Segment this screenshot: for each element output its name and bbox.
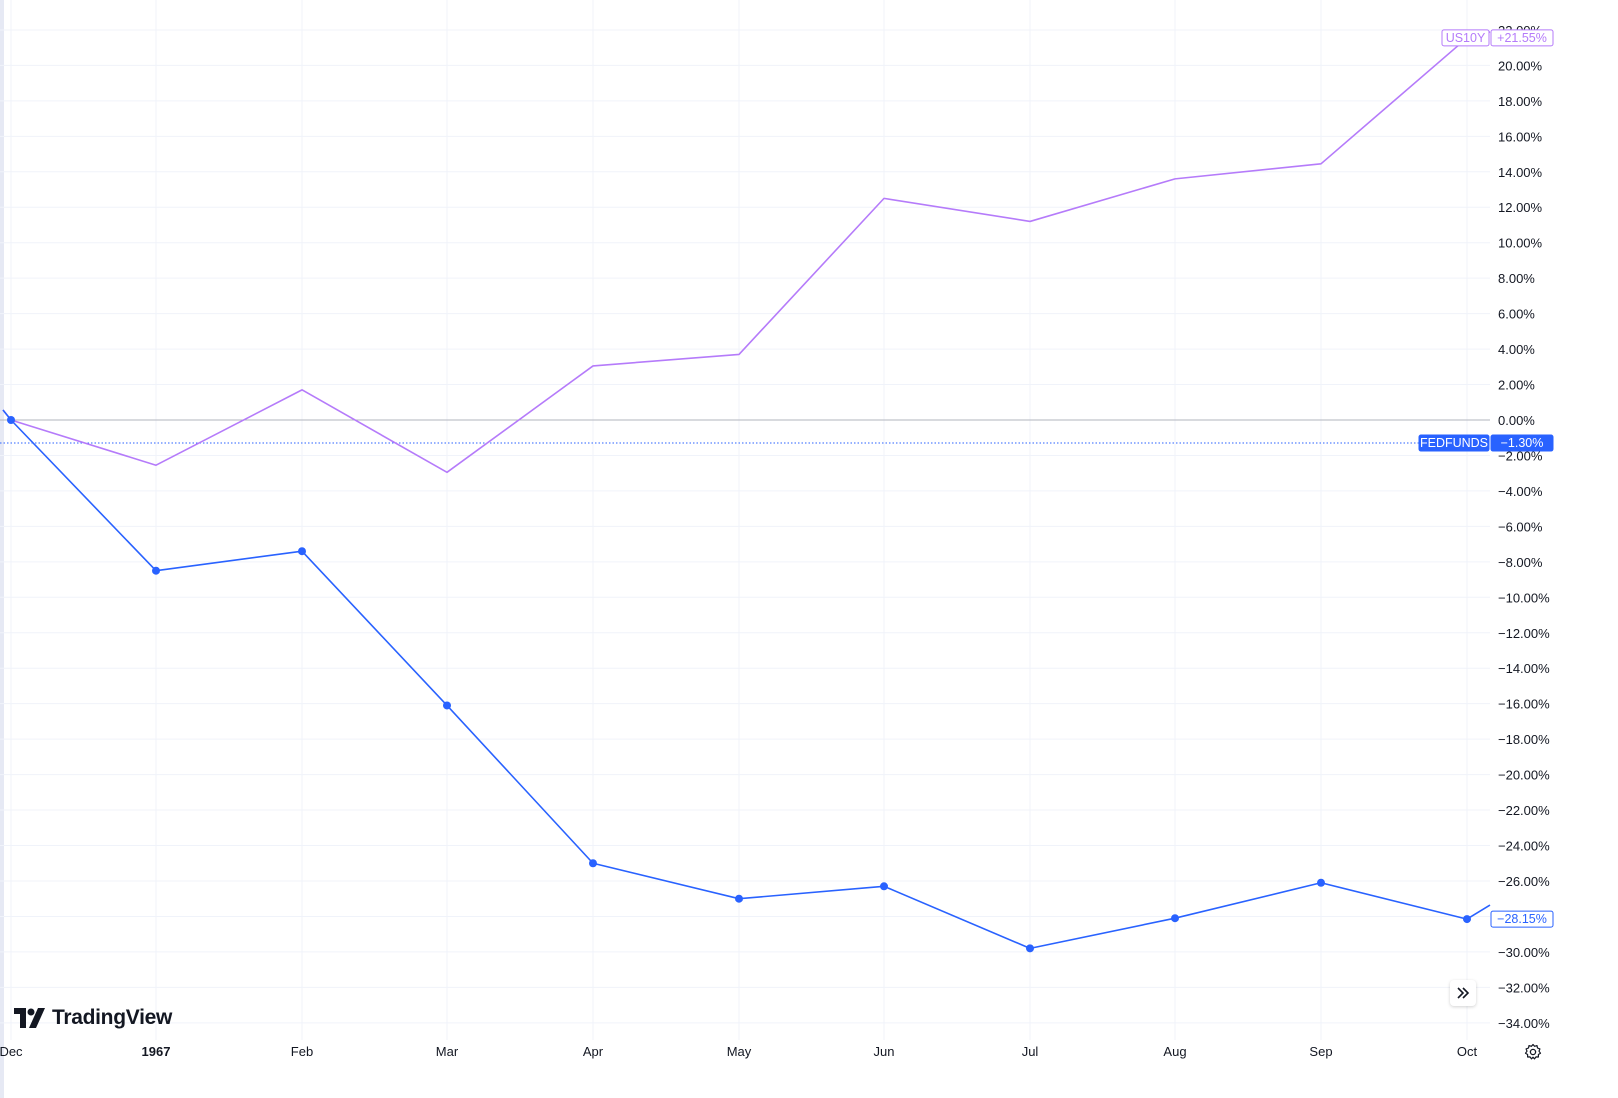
series-name-label-us10y: US10Y bbox=[1446, 31, 1486, 45]
x-tick-label: Sep bbox=[1309, 1044, 1332, 1059]
x-tick-label: Mar bbox=[436, 1044, 459, 1059]
x-tick-label: Feb bbox=[291, 1044, 313, 1059]
data-point-fedfunds[interactable] bbox=[7, 416, 15, 424]
last-value-label-fedfunds: −28.15% bbox=[1497, 912, 1547, 926]
y-tick-label: −6.00% bbox=[1498, 519, 1543, 534]
series-name-label-fedfunds-box bbox=[1418, 434, 1490, 452]
x-tick-label: Oct bbox=[1457, 1044, 1478, 1059]
data-point-fedfunds[interactable] bbox=[735, 894, 743, 903]
scroll-to-realtime-button[interactable] bbox=[1450, 980, 1476, 1006]
series-name-label-fedfunds: FEDFUNDS bbox=[1420, 436, 1488, 450]
x-tick-label: Aug bbox=[1163, 1044, 1186, 1059]
series-name-label-us10y-box bbox=[1441, 29, 1490, 47]
y-tick-label: −32.00% bbox=[1498, 980, 1550, 995]
y-tick-label: 4.00% bbox=[1498, 342, 1535, 357]
y-tick-label: −10.00% bbox=[1498, 590, 1550, 605]
y-tick-label: 20.00% bbox=[1498, 58, 1543, 73]
data-point-fedfunds[interactable] bbox=[880, 882, 888, 891]
data-point-fedfunds[interactable] bbox=[152, 566, 160, 575]
y-tick-label: −12.00% bbox=[1498, 626, 1550, 641]
y-tick-label: 2.00% bbox=[1498, 378, 1535, 393]
y-tick-label: −18.00% bbox=[1498, 732, 1550, 747]
data-point-fedfunds[interactable] bbox=[1171, 914, 1179, 923]
x-tick-label: Jul bbox=[1022, 1044, 1039, 1059]
y-tick-label: −14.00% bbox=[1498, 661, 1550, 676]
y-tick-label: −24.00% bbox=[1498, 839, 1550, 854]
data-point-fedfunds[interactable] bbox=[1463, 915, 1471, 924]
x-tick-label: Dec bbox=[0, 1044, 23, 1059]
y-tick-label: 18.00% bbox=[1498, 94, 1543, 109]
tradingview-logo-mark-icon bbox=[14, 1008, 45, 1028]
crosshair-value-label: −1.30% bbox=[1501, 436, 1544, 450]
y-tick-label: −2.00% bbox=[1498, 448, 1543, 463]
series-line-us10y bbox=[2, 31, 1491, 474]
data-point-fedfunds[interactable] bbox=[1026, 944, 1034, 953]
y-tick-label: 6.00% bbox=[1498, 307, 1535, 322]
y-tick-label: 8.00% bbox=[1498, 271, 1535, 286]
tradingview-logo[interactable]: TradingView bbox=[14, 1003, 172, 1033]
left-edge-strip bbox=[0, 0, 4, 1098]
data-point-fedfunds[interactable] bbox=[1317, 878, 1325, 887]
crosshair-value-label-box bbox=[1490, 434, 1554, 452]
x-tick-label: May bbox=[727, 1044, 752, 1059]
last-value-label-fedfunds-box bbox=[1490, 910, 1554, 928]
y-tick-label: −30.00% bbox=[1498, 945, 1550, 960]
y-tick-label: 10.00% bbox=[1498, 236, 1543, 251]
data-point-fedfunds[interactable] bbox=[298, 547, 306, 556]
y-tick-label: −8.00% bbox=[1498, 555, 1543, 570]
x-tick-label: 1967 bbox=[142, 1044, 171, 1059]
data-point-fedfunds[interactable] bbox=[443, 701, 451, 710]
double-chevron-right-icon bbox=[1457, 987, 1470, 999]
x-tick-label: Jun bbox=[874, 1044, 895, 1059]
y-tick-label: −4.00% bbox=[1498, 484, 1543, 499]
last-value-label-us10y-box bbox=[1490, 29, 1554, 47]
y-tick-label: −16.00% bbox=[1498, 697, 1550, 712]
y-tick-label: 14.00% bbox=[1498, 165, 1543, 180]
y-tick-label: 0.00% bbox=[1498, 413, 1535, 428]
x-tick-label: Apr bbox=[583, 1044, 604, 1059]
y-tick-label: −34.00% bbox=[1498, 1016, 1550, 1031]
y-tick-label: 16.00% bbox=[1498, 129, 1543, 144]
data-point-fedfunds[interactable] bbox=[589, 859, 597, 868]
last-value-label-us10y: +21.55% bbox=[1497, 31, 1547, 45]
y-tick-label: −26.00% bbox=[1498, 874, 1550, 889]
gear-icon[interactable] bbox=[1524, 1043, 1542, 1061]
y-tick-label: −20.00% bbox=[1498, 768, 1550, 783]
y-tick-label: 12.00% bbox=[1498, 200, 1543, 215]
logo-text: TradingView bbox=[52, 1006, 173, 1029]
y-tick-label: −22.00% bbox=[1498, 803, 1550, 818]
